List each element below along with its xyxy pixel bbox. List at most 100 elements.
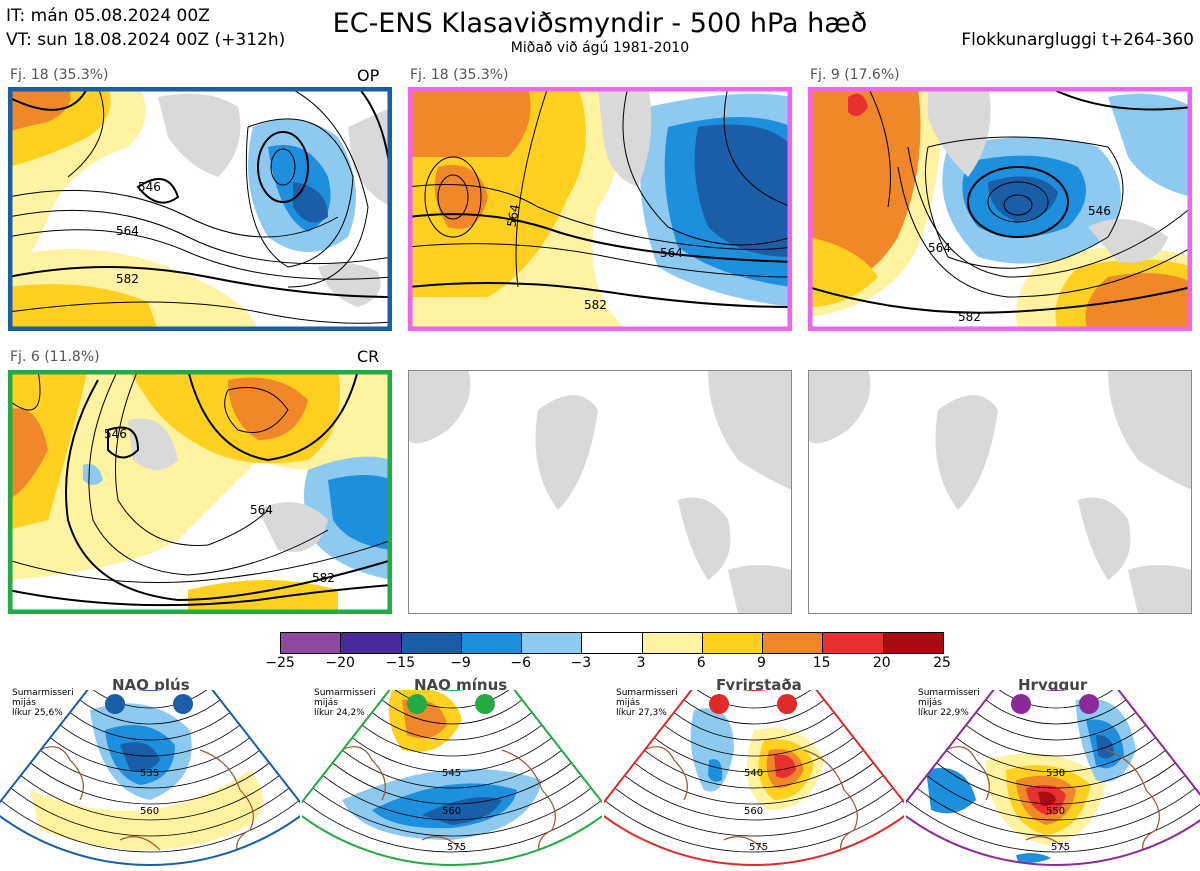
height-contour <box>408 243 792 278</box>
height-contour <box>302 800 602 853</box>
height-contour <box>187 370 359 462</box>
regime-note: Sumarmisseri <box>314 688 376 698</box>
height-contour <box>408 282 792 308</box>
regime-dot <box>475 694 495 714</box>
regime-note: mijás <box>616 698 640 708</box>
anomaly-negative-area <box>83 464 103 485</box>
height-contour <box>424 156 482 238</box>
panel-border <box>8 87 392 331</box>
contour-label: 564 <box>250 503 273 517</box>
panel-4-tag: CR <box>357 347 380 366</box>
empty-map-5 <box>408 370 792 614</box>
colorbar-tick-label: −15 <box>385 655 416 671</box>
regime-border <box>0 690 300 867</box>
height-contour <box>10 787 290 837</box>
height-contour <box>644 749 864 789</box>
height-contour <box>8 370 41 411</box>
height-contour <box>8 229 392 280</box>
colorbar-tick-label: 3 <box>636 655 646 671</box>
regime-note: líkur 24,2% <box>314 708 365 718</box>
panel-3-label: Fj. 9 (17.6%) <box>810 67 900 83</box>
cluster-map-1: 546 564 582 <box>8 87 392 331</box>
land-area <box>1078 497 1131 580</box>
anomaly-area <box>1016 853 1051 863</box>
coastline <box>341 746 556 861</box>
contour-label: 540 <box>744 768 763 779</box>
height-contour <box>926 775 1186 821</box>
land-area <box>598 87 652 187</box>
contour-label: 564 <box>116 224 139 238</box>
height-contour <box>985 699 1127 725</box>
contour-label: 546 <box>104 427 127 441</box>
height-contour <box>622 87 792 246</box>
colorbar-tick-label: −25 <box>265 655 295 671</box>
regime-note: mijás <box>314 698 338 708</box>
height-contour <box>723 87 792 208</box>
land-area <box>1088 219 1168 263</box>
height-contour <box>515 87 549 288</box>
height-contour <box>371 712 533 741</box>
anomaly-positive-area <box>848 93 868 116</box>
regime-note: mijás <box>918 698 942 708</box>
regime-map: 530 550 575 <box>906 690 1200 867</box>
regime-map: 545 560 575 <box>302 690 602 867</box>
land-area <box>678 497 731 580</box>
anomaly-positive-area <box>8 408 48 500</box>
height-contour <box>88 370 329 576</box>
anomaly-positive-area <box>8 284 158 331</box>
regime-map: 535 560 <box>0 690 300 867</box>
colorbar-swatch <box>401 633 462 653</box>
height-contour <box>0 800 300 853</box>
contour-label: 560 <box>744 806 763 817</box>
height-contour <box>224 387 289 433</box>
height-contour <box>8 189 339 238</box>
height-contour <box>975 712 1137 741</box>
panel-4-label: Fj. 6 (11.8%) <box>10 349 100 365</box>
colorbar-tick-label: 6 <box>696 655 706 671</box>
contour-label: 560 <box>442 806 461 817</box>
height-contour <box>30 762 270 805</box>
colorbar-tick-label: 9 <box>756 655 766 671</box>
height-contour <box>332 762 572 805</box>
colorbar-ticks: −25 −20 −15 −9 −6 −3 3 6 9 15 20 25 <box>265 655 951 675</box>
anomaly-positive-area <box>408 87 531 157</box>
height-contour <box>808 286 1192 314</box>
regime-note: mijás <box>12 698 36 708</box>
colorbar <box>280 632 944 654</box>
height-contour <box>936 762 1176 805</box>
anomaly-area <box>774 754 796 778</box>
height-contour <box>59 724 241 757</box>
height-contour <box>683 699 825 725</box>
coastline <box>643 746 858 861</box>
regime-dot <box>777 694 797 714</box>
height-contour <box>342 749 562 789</box>
height-contour <box>673 712 835 741</box>
anomaly-positive-area <box>228 377 308 440</box>
colorbar-swatch <box>582 633 643 653</box>
anomaly-area <box>1096 735 1114 759</box>
coastline <box>945 746 1160 861</box>
land-area <box>728 565 792 614</box>
height-contour <box>312 787 592 837</box>
colorbar-swatch <box>883 633 943 653</box>
page-subtitle: Miðað við ágú 1981-2010 <box>510 40 690 56</box>
anomaly-area <box>1038 791 1056 806</box>
colorbar-tick-label: −6 <box>510 655 532 671</box>
land-area <box>1108 370 1192 490</box>
regime-dot <box>105 694 125 714</box>
anomaly-negative-area <box>694 124 792 257</box>
height-contour <box>50 737 250 773</box>
height-contour <box>1047 87 1192 111</box>
height-contour <box>391 690 513 709</box>
regime-note: líkur 27,3% <box>616 708 667 718</box>
regime-map: 540 560 575 <box>604 690 904 867</box>
height-contour <box>634 762 874 805</box>
regime-border <box>302 690 602 867</box>
height-contour <box>916 787 1196 837</box>
regime-dot <box>173 694 193 714</box>
clustering-window: Flokkunargluggi t+264-360 <box>961 30 1194 50</box>
colorbar-swatch <box>341 633 402 653</box>
regime-border <box>604 690 904 867</box>
contour-label: 582 <box>584 298 607 312</box>
height-contour <box>995 690 1117 709</box>
